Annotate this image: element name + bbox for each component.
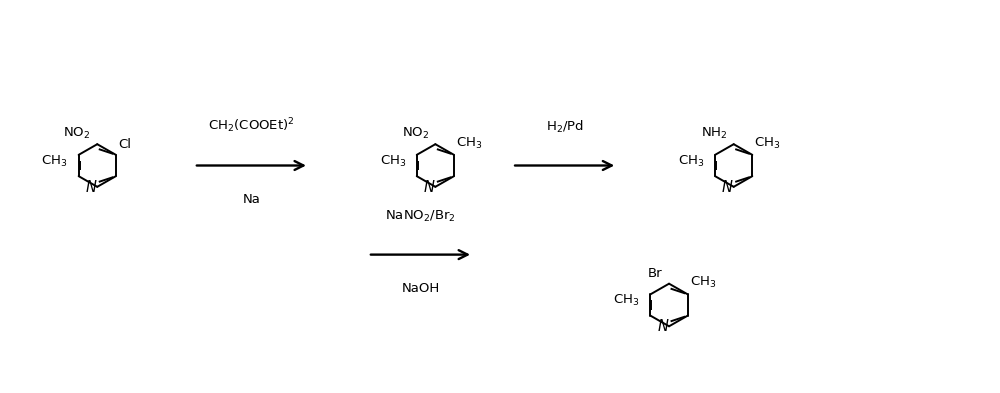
Text: $N$: $N$ (657, 318, 669, 334)
Text: NH$_2$: NH$_2$ (701, 126, 727, 141)
Text: CH$_2$(COOEt)$^2$: CH$_2$(COOEt)$^2$ (208, 116, 295, 134)
Text: NO$_2$: NO$_2$ (402, 126, 429, 141)
Text: $N$: $N$ (721, 179, 734, 195)
Text: NO$_2$: NO$_2$ (63, 126, 91, 141)
Text: CH$_3$: CH$_3$ (613, 293, 640, 308)
Text: CH$_3$: CH$_3$ (678, 154, 704, 169)
Text: CH$_3$: CH$_3$ (380, 154, 406, 169)
Text: NaOH: NaOH (401, 282, 440, 295)
Text: $N$: $N$ (85, 179, 97, 195)
Text: NaNO$_2$/Br$_2$: NaNO$_2$/Br$_2$ (385, 209, 456, 224)
Text: CH$_3$: CH$_3$ (456, 136, 483, 151)
Text: Br: Br (648, 268, 663, 281)
Text: H$_2$/Pd: H$_2$/Pd (546, 118, 584, 134)
Text: Na: Na (242, 193, 260, 206)
Text: Cl: Cl (118, 138, 131, 151)
Text: CH$_3$: CH$_3$ (41, 154, 68, 169)
Text: $N$: $N$ (423, 179, 436, 195)
Text: CH$_3$: CH$_3$ (754, 136, 781, 151)
Text: CH$_3$: CH$_3$ (690, 275, 716, 290)
